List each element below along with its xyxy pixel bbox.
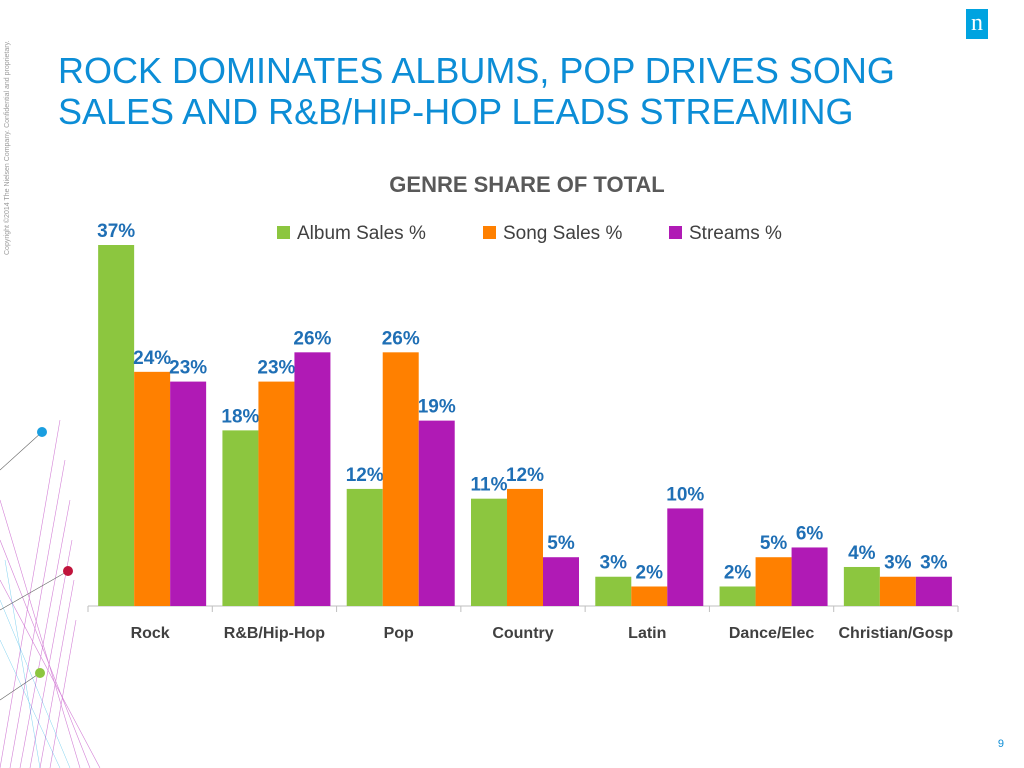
bar-6-0: [843, 566, 880, 606]
bar-6-1: [879, 576, 916, 606]
data-label-1-0: 18%: [221, 406, 259, 427]
bar-2-2: [418, 420, 455, 606]
bar-5-2: [791, 547, 828, 606]
data-label-6-1: 3%: [884, 553, 912, 574]
bar-5-1: [755, 557, 792, 606]
data-label-4-0: 3%: [600, 553, 628, 574]
category-label: R&B/Hip-Hop: [224, 625, 326, 642]
bar-1-2: [294, 352, 331, 606]
left-decor-band: [0, 0, 30, 768]
data-label-4-1: 2%: [636, 562, 664, 583]
data-label-1-1: 23%: [257, 358, 295, 379]
bar-3-1: [507, 488, 543, 606]
data-label-4-2: 10%: [666, 484, 704, 505]
data-label-2-2: 19%: [418, 397, 456, 418]
bar-6-2: [915, 576, 952, 606]
data-label-2-1: 26%: [382, 328, 420, 349]
slide-title: ROCK DOMINATES ALBUMS, POP DRIVES SONG S…: [58, 50, 895, 132]
category-label: Country: [492, 625, 553, 642]
bar-3-2: [543, 557, 579, 606]
data-label-3-1: 12%: [506, 465, 544, 486]
bar-2-0: [346, 488, 383, 606]
category-label: Dance/Elec: [729, 625, 814, 642]
bar-3-0: [471, 498, 507, 606]
bar-1-0: [222, 430, 259, 606]
category-label: Latin: [628, 625, 666, 642]
bar-4-2: [667, 508, 704, 606]
bar-0-0: [98, 245, 135, 606]
category-label: Christian/Gosp: [839, 625, 954, 642]
category-label: Rock: [131, 625, 170, 642]
nielsen-logo: n: [966, 9, 988, 39]
data-label-1-2: 26%: [293, 328, 331, 349]
data-label-0-0: 37%: [97, 221, 135, 242]
legend-label-0: Album Sales %: [297, 223, 426, 244]
data-label-0-2: 23%: [169, 358, 207, 379]
data-label-5-1: 5%: [760, 533, 788, 554]
decor-dot-blue: [37, 427, 47, 437]
decorative-network-graphic: [0, 419, 101, 768]
legend-swatch-0: [277, 226, 290, 239]
data-label-6-0: 4%: [848, 543, 876, 564]
bar-0-1: [134, 371, 171, 606]
decor-dot-red: [63, 566, 73, 576]
legend-swatch-2: [669, 226, 682, 239]
legend-label-1: Song Sales %: [503, 223, 622, 244]
page-number: 9: [997, 738, 1004, 750]
category-label: Pop: [384, 625, 414, 642]
data-label-2-0: 12%: [346, 465, 384, 486]
bar-4-1: [631, 586, 668, 606]
data-label-0-1: 24%: [133, 348, 171, 369]
bar-0-2: [170, 381, 207, 606]
data-label-5-2: 6%: [796, 523, 824, 544]
bar-1-1: [258, 381, 295, 606]
bar-5-0: [719, 586, 756, 606]
data-label-6-2: 3%: [920, 553, 948, 574]
data-label-5-0: 2%: [724, 562, 752, 583]
data-label-3-0: 11%: [471, 475, 508, 496]
chart-title: GENRE SHARE OF TOTAL: [389, 172, 664, 197]
bar-4-0: [595, 576, 632, 606]
bar-2-1: [382, 352, 419, 606]
legend-swatch-1: [483, 226, 496, 239]
legend-label-2: Streams %: [689, 223, 782, 244]
data-label-3-2: 5%: [547, 533, 575, 554]
decor-dot-green: [35, 668, 45, 678]
